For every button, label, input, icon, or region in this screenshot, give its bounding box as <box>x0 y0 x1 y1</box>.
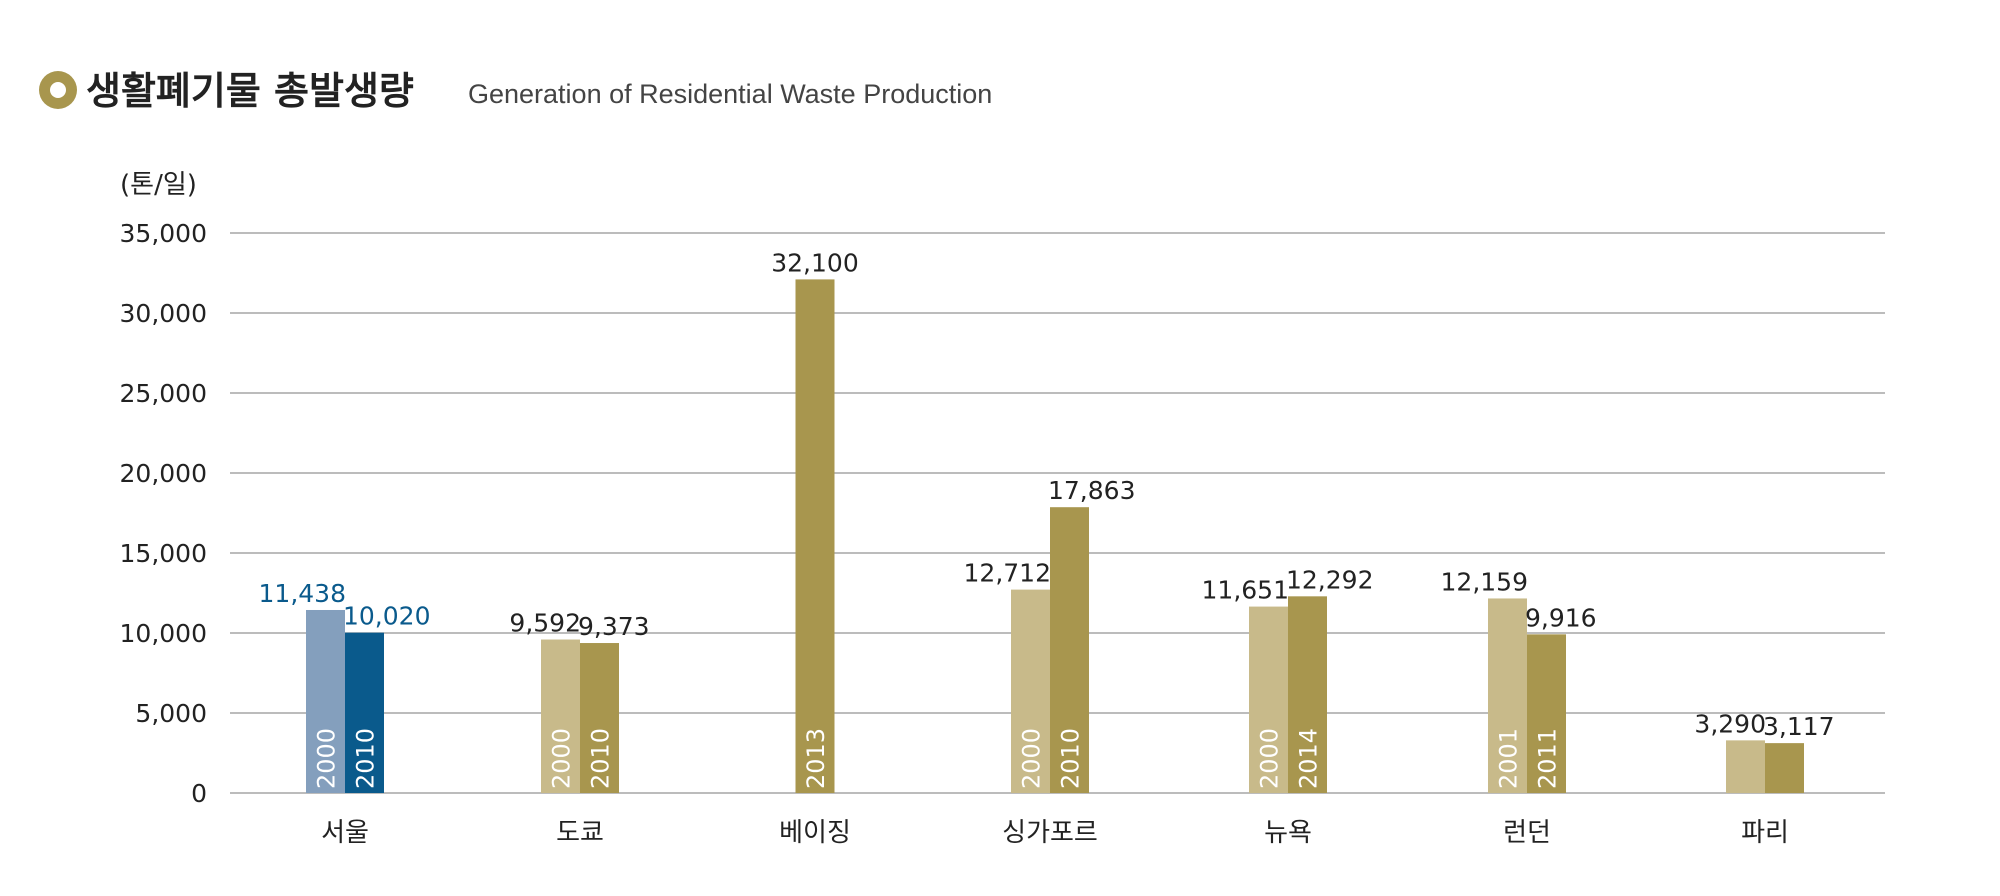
bar <box>1527 634 1566 793</box>
x-axis-categories: 서울 도쿄 베이징 싱가포르 뉴욕 런던 파리 <box>321 818 1789 848</box>
bar-value-label: 32,100 <box>771 248 858 277</box>
title-bullet-icon-center <box>50 82 66 98</box>
bar <box>1249 606 1288 793</box>
bar-year-label: 2000 <box>548 728 576 789</box>
chart-title: 생활폐기물 총발생량 <box>86 69 414 113</box>
y-tick-label: 35,000 <box>120 219 207 248</box>
y-tick-label: 20,000 <box>120 459 207 488</box>
x-category-label: 베이징 <box>779 818 851 848</box>
bar-year-label: 2014 <box>1295 728 1323 789</box>
x-category-label: 서울 <box>321 818 369 848</box>
bar-year-label: 2011 <box>1534 728 1562 789</box>
y-axis-unit-label: (톤/일) <box>120 170 197 200</box>
x-category-label: 도쿄 <box>556 818 604 848</box>
bar-year-label: 2000 <box>1018 728 1046 789</box>
bars: 11,438 2000 10,020 2010 9,592 2000 9,373 2010 32… <box>259 248 1835 793</box>
y-tick-label: 25,000 <box>120 379 207 408</box>
x-category-label: 뉴욕 <box>1264 818 1312 848</box>
bar-value-label: 12,292 <box>1286 565 1373 594</box>
bar-year-label: 2000 <box>1256 728 1284 789</box>
bar-value-label: 12,159 <box>1441 567 1528 596</box>
bar-value-label: 9,916 <box>1525 603 1597 632</box>
chart-header: 생활폐기물 총발생량 Generation of Residential Was… <box>39 69 992 113</box>
bar-year-label: 2010 <box>352 728 380 789</box>
y-tick-label: 15,000 <box>120 539 207 568</box>
bar <box>345 632 384 793</box>
bar-year-label: 2010 <box>587 728 615 789</box>
y-tick-label: 5,000 <box>135 699 207 728</box>
bar <box>1765 743 1804 793</box>
bar <box>1488 598 1527 793</box>
bar-year-label: 2010 <box>1057 728 1085 789</box>
bar-value-label: 12,712 <box>964 559 1051 588</box>
y-tick-label: 30,000 <box>120 299 207 328</box>
x-category-label: 런던 <box>1503 818 1551 848</box>
bar <box>795 279 835 793</box>
y-tick-label: 10,000 <box>120 619 207 648</box>
y-axis-ticks: 0 5,000 10,000 15,000 20,000 25,000 30,000 35,0… <box>120 219 207 808</box>
x-category-label: 싱가포르 <box>1002 818 1098 848</box>
chart-subtitle: Generation of Residential Waste Producti… <box>468 79 992 109</box>
bar-value-label: 10,020 <box>343 602 430 631</box>
bar <box>1050 507 1089 793</box>
bar-value-label: 3,290 <box>1694 709 1766 738</box>
y-tick-label: 0 <box>191 779 207 808</box>
bar-year-label: 2000 <box>313 728 341 789</box>
bar <box>1288 596 1327 793</box>
bar-value-label: 9,592 <box>509 609 581 638</box>
bar-value-label: 11,651 <box>1202 576 1289 605</box>
bar-year-label: 2013 <box>802 728 830 789</box>
bar <box>1726 740 1765 793</box>
bar-year-label: 2001 <box>1495 728 1523 789</box>
bar-value-label: 9,373 <box>578 612 650 641</box>
bar <box>1011 589 1050 793</box>
bar-value-label: 3,117 <box>1763 712 1835 741</box>
bar <box>541 639 580 793</box>
x-category-label: 파리 <box>1741 818 1789 848</box>
bar-value-label: 11,438 <box>259 579 346 608</box>
bar <box>306 609 345 793</box>
bar <box>580 643 619 793</box>
bar-value-label: 17,863 <box>1048 476 1135 505</box>
